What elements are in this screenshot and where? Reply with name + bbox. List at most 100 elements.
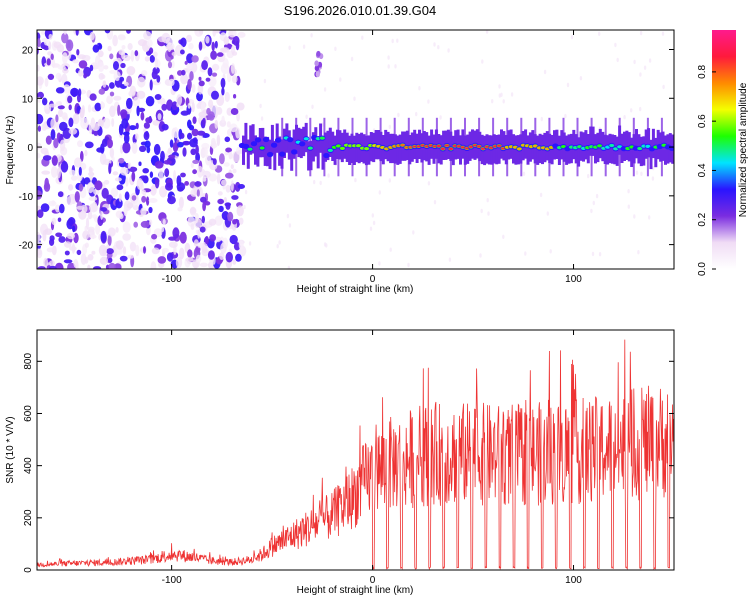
- noise-blob: [221, 211, 230, 221]
- noise-blob: [549, 249, 552, 254]
- noise-blob: [177, 187, 184, 192]
- noise-blob: [93, 266, 102, 269]
- carrier-band-outer: [533, 134, 537, 164]
- noise-blob: [633, 214, 636, 219]
- noise-blob: [121, 45, 126, 50]
- noise-blob: [195, 254, 202, 263]
- noise-blob: [186, 63, 193, 70]
- noise-blob: [334, 46, 337, 51]
- noise-blob: [131, 171, 136, 182]
- noise-blob: [45, 135, 52, 145]
- noise-blob: [196, 189, 200, 197]
- noise-blob: [524, 251, 527, 256]
- noise-blob: [151, 233, 158, 240]
- noise-blob: [103, 179, 110, 185]
- carrier-band-outer: [278, 136, 282, 166]
- noise-blob: [180, 49, 185, 55]
- noise-blob: [108, 163, 112, 175]
- noise-blob: [221, 115, 225, 124]
- noise-blob: [107, 257, 113, 263]
- noise-blob: [76, 249, 82, 256]
- carrier-band-peak: [488, 146, 494, 149]
- carrier-band-outer: [497, 134, 501, 164]
- noise-blob: [47, 73, 55, 80]
- spectrogram-frame: [36, 29, 675, 270]
- noise-blob: [202, 117, 206, 126]
- noise-blob: [44, 228, 53, 235]
- noise-blob: [143, 131, 150, 141]
- carrier-band-peak: [436, 144, 442, 148]
- noise-blob: [57, 217, 62, 223]
- noise-blob: [236, 112, 241, 122]
- noise-blob: [82, 230, 90, 240]
- noise-blob: [570, 34, 574, 40]
- noise-blob: [237, 184, 245, 189]
- noise-blob: [211, 63, 220, 71]
- noise-blob: [232, 150, 241, 163]
- noise-blob: [76, 49, 80, 56]
- noise-blob: [223, 36, 230, 45]
- noise-blob: [378, 190, 381, 195]
- noise-blob: [78, 69, 83, 77]
- noise-blob: [87, 226, 95, 233]
- noise-blob: [170, 55, 174, 60]
- noise-blob: [128, 90, 136, 97]
- noise-blob: [126, 66, 136, 76]
- carrier-band-outer: [290, 141, 294, 171]
- noise-blob: [43, 257, 49, 268]
- noise-blob: [197, 130, 206, 136]
- y-tick-label: 0: [27, 143, 33, 154]
- noise-blob: [202, 176, 207, 182]
- noise-blob: [221, 179, 227, 186]
- noise-blob: [142, 189, 147, 197]
- carrier-band-mid: [254, 137, 262, 143]
- carrier-band-outer: [461, 129, 465, 159]
- carrier-band-peak: [533, 144, 538, 148]
- noise-blob: [412, 230, 415, 235]
- colorbar-tick-label: 0.4: [697, 163, 708, 177]
- carrier-band-outer: [307, 141, 311, 171]
- noise-blob: [62, 68, 69, 74]
- carrier-band-core: [259, 146, 265, 150]
- colorbar-axes: 0.0 0.2 0.4 0.6 0.8: [697, 65, 716, 276]
- noise-blob: [41, 123, 48, 131]
- noise-blob: [144, 140, 151, 148]
- noise-blob: [97, 120, 103, 126]
- noise-blob: [86, 182, 95, 194]
- noise-blob: [630, 108, 633, 113]
- noise-blob: [109, 69, 116, 74]
- y-tick-label: 600: [23, 405, 34, 422]
- carrier-band-mid: [266, 151, 274, 158]
- noise-blob: [119, 255, 128, 262]
- noise-blob: [72, 113, 80, 125]
- noise-blob: [80, 150, 84, 162]
- noise-blob: [53, 138, 59, 149]
- noise-blob: [132, 96, 140, 107]
- noise-blob: [214, 119, 219, 129]
- colorbar-tick-label: 0.0: [697, 262, 708, 276]
- carrier-band-core: [609, 143, 615, 148]
- noise-blob: [167, 196, 176, 205]
- carrier-band-outer: [398, 134, 402, 164]
- noise-blob: [153, 51, 158, 58]
- noise-blob: [427, 99, 430, 104]
- noise-blob: [224, 91, 230, 103]
- carrier-band-core: [307, 146, 313, 150]
- noise-blob: [66, 232, 76, 240]
- noise-blob: [171, 101, 178, 111]
- noise-blob: [187, 102, 191, 109]
- noise-blob: [83, 73, 87, 79]
- noise-blob: [51, 155, 58, 166]
- noise-blob: [225, 184, 231, 193]
- carrier-band-mid: [323, 152, 330, 159]
- noise-blob: [89, 31, 95, 41]
- noise-blob: [109, 147, 115, 158]
- noise-blob: [418, 86, 421, 91]
- carrier-band-core: [645, 144, 651, 148]
- carrier-band-outer: [326, 130, 330, 161]
- carrier-band-mid: [274, 137, 282, 143]
- carrier-band-mid: [279, 151, 286, 157]
- noise-blob: [350, 56, 354, 62]
- noise-blob: [232, 259, 237, 265]
- noise-blob: [133, 221, 138, 228]
